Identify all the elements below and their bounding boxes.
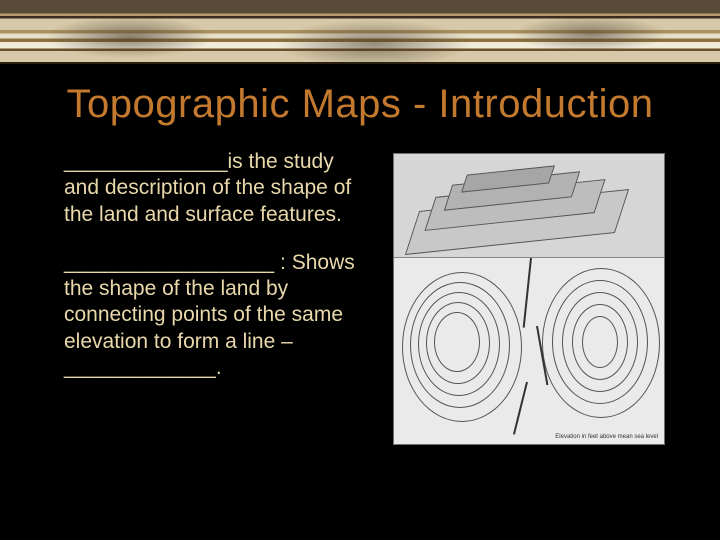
paragraph-1: ______________is the study and descripti… [64,149,374,228]
paragraph-2: __________________ : Shows the shape of … [64,250,374,381]
content-row: ______________is the study and descripti… [0,127,720,445]
topographic-figure: Elevation in feet above mean sea level [393,153,665,445]
mesa-banner [0,0,720,64]
figure-contour-panel: Elevation in feet above mean sea level [394,258,664,444]
slide-title: Topographic Maps - Introduction [0,82,720,127]
figure-column: Elevation in feet above mean sea level [384,149,674,445]
figure-perspective-panel [394,154,664,258]
figure-caption: Elevation in feet above mean sea level [555,434,658,440]
text-column: ______________is the study and descripti… [64,149,374,445]
